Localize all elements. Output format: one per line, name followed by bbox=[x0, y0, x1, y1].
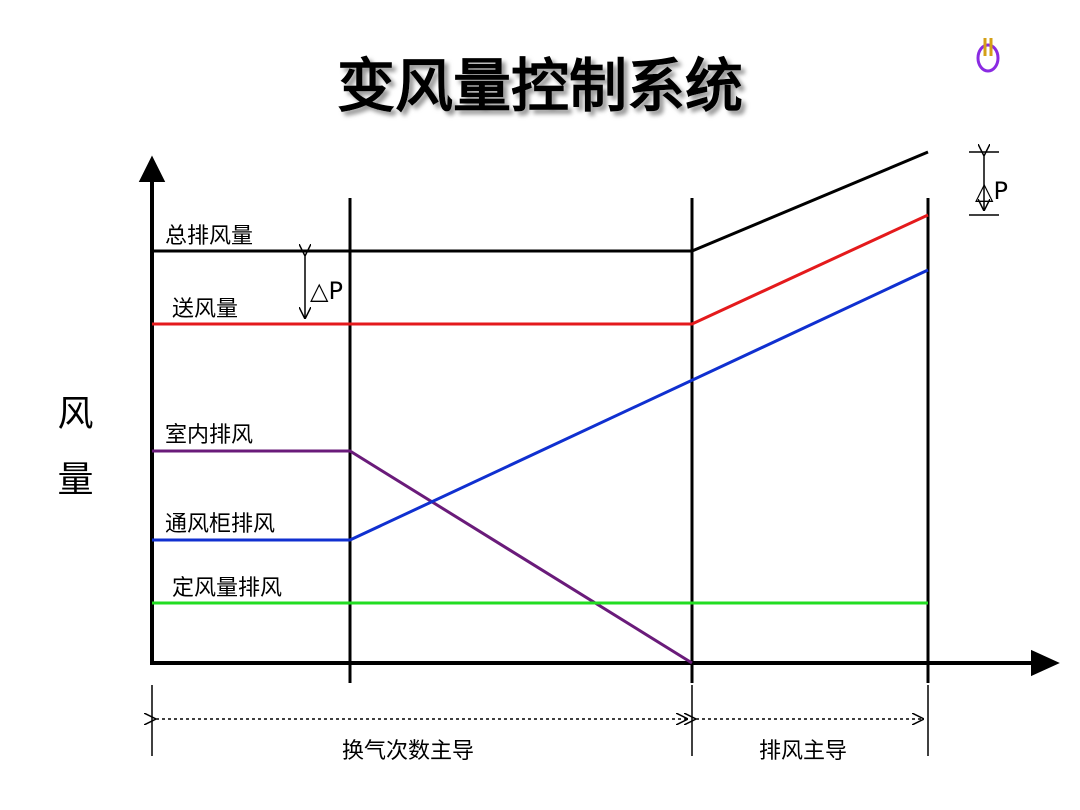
region-label: 换气次数主导 bbox=[342, 739, 474, 764]
title: 变风量控制系统 bbox=[337, 52, 743, 120]
dp-label: △P bbox=[975, 177, 1008, 205]
region-label: 排风主导 bbox=[759, 739, 847, 764]
icon bbox=[976, 38, 1000, 73]
dp-arrows bbox=[305, 152, 999, 319]
line bbox=[152, 213, 929, 326]
line bbox=[152, 150, 929, 253]
line-label: 总排风量 bbox=[165, 224, 253, 249]
y-axis-label: 风量 bbox=[52, 394, 93, 526]
curves bbox=[152, 150, 929, 665]
dp-label: △P bbox=[310, 277, 343, 305]
line-label: 送风量 bbox=[172, 297, 238, 322]
line-label: 定风量排风 bbox=[172, 576, 282, 601]
line-label: 室内排风 bbox=[165, 423, 253, 448]
line bbox=[152, 268, 929, 542]
region-brackets bbox=[152, 685, 929, 756]
line bbox=[152, 449, 693, 665]
line-label: 通风柜排风 bbox=[165, 512, 275, 537]
